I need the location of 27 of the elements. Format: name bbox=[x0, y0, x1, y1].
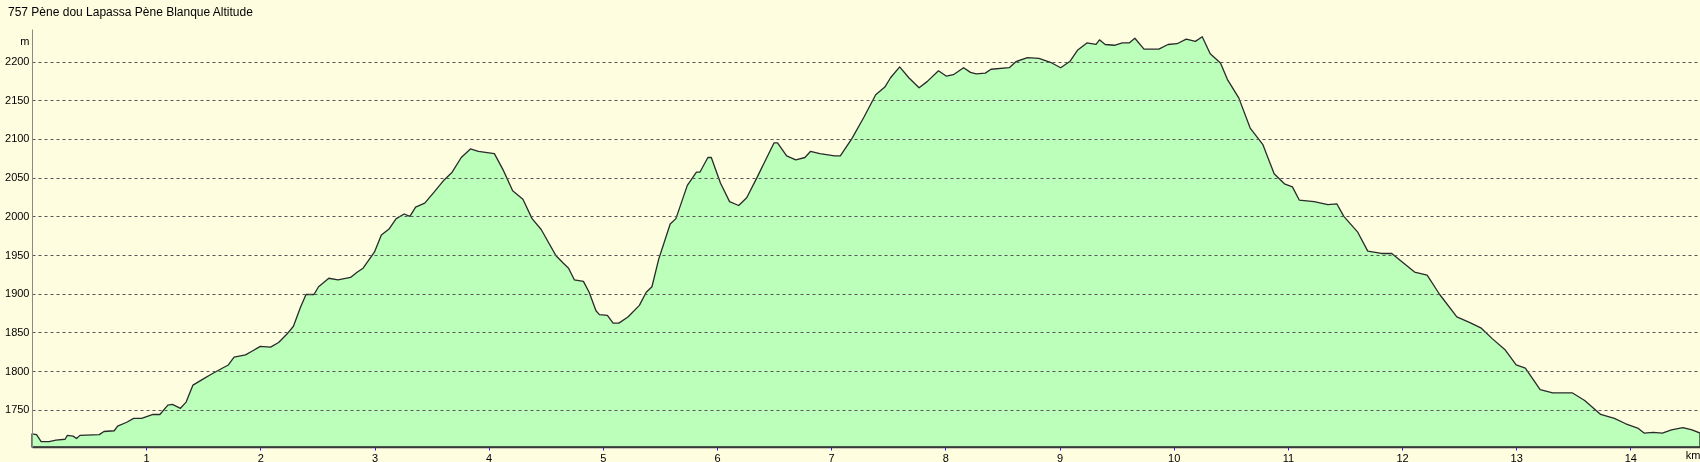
y-tick-label: 1950 bbox=[5, 248, 30, 261]
x-tick-label: 9 bbox=[1056, 451, 1064, 462]
x-tick-label: 10 bbox=[1168, 451, 1181, 462]
y-tick-label: 2150 bbox=[5, 93, 30, 106]
x-tick-label: 6 bbox=[714, 451, 721, 462]
x-tick-label: 8 bbox=[942, 451, 949, 462]
x-tick-label: 7 bbox=[828, 451, 835, 462]
y-tick-label: 2100 bbox=[5, 132, 30, 145]
x-tick-label: 4 bbox=[486, 451, 493, 462]
x-tick-label: 2 bbox=[257, 451, 264, 462]
x-tick-label: 5 bbox=[600, 451, 607, 462]
x-tick-label: 1 bbox=[143, 451, 150, 462]
y-tick-label: 2000 bbox=[5, 209, 30, 222]
chart-title: 757 Pène dou Lapassa Pène Blanque Altitude bbox=[8, 5, 254, 19]
x-tick-label: 12 bbox=[1396, 451, 1409, 462]
y-tick-label: 1800 bbox=[5, 364, 30, 377]
x-tick-label: 11 bbox=[1282, 451, 1295, 462]
x-axis-title: km bbox=[1685, 449, 1700, 461]
y-tick-label: 2050 bbox=[5, 171, 30, 184]
y-axis-title: m bbox=[20, 35, 30, 47]
y-tick-label: 1900 bbox=[5, 287, 30, 300]
y-tick-label: 1750 bbox=[5, 403, 30, 416]
y-tick-label: 2200 bbox=[5, 55, 30, 68]
x-tick-label: 13 bbox=[1510, 451, 1523, 462]
y-tick-label: 1850 bbox=[5, 325, 30, 338]
x-tick-label: 3 bbox=[371, 451, 379, 462]
x-tick-label: 14 bbox=[1624, 451, 1637, 462]
